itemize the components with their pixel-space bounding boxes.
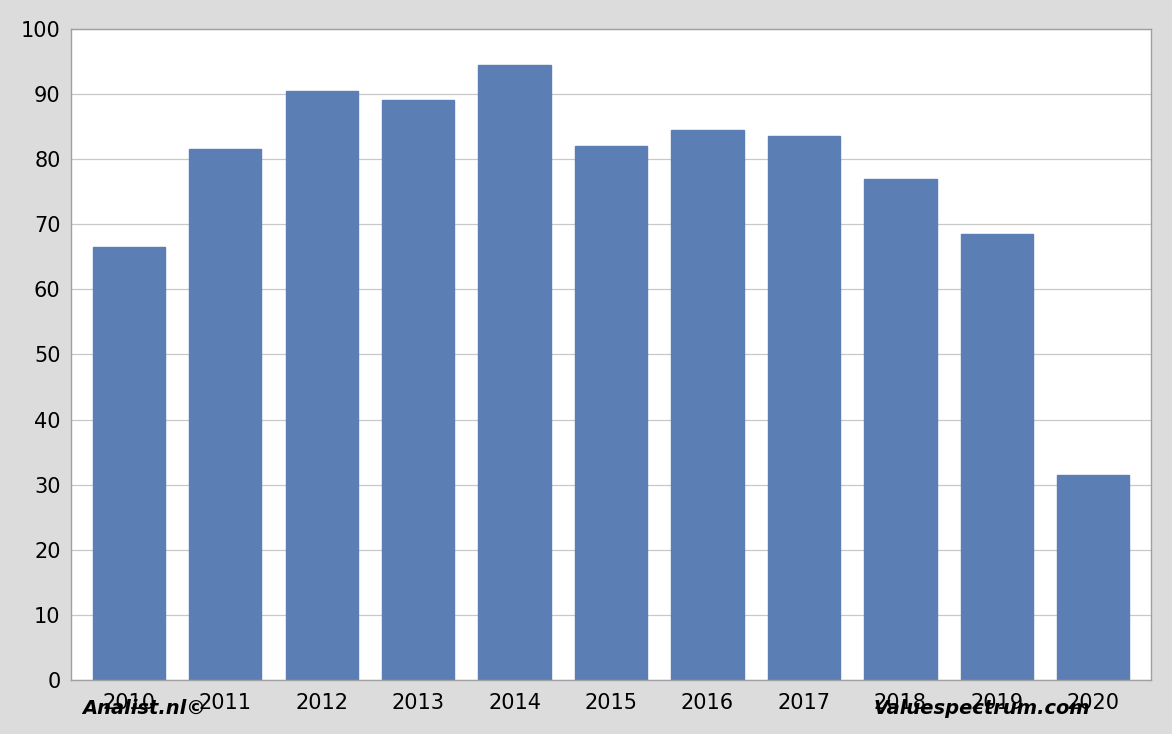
Bar <box>768 137 840 680</box>
Text: Analist.nl©: Analist.nl© <box>82 699 206 718</box>
Bar <box>382 101 455 680</box>
Bar <box>864 178 936 680</box>
Bar <box>961 234 1033 680</box>
Bar <box>93 247 165 680</box>
Bar <box>1057 475 1130 680</box>
Bar <box>189 149 261 680</box>
Bar <box>478 65 551 680</box>
Text: Valuespectrum.com: Valuespectrum.com <box>873 699 1090 718</box>
Bar <box>286 91 357 680</box>
Bar <box>575 146 647 680</box>
Bar <box>672 130 744 680</box>
